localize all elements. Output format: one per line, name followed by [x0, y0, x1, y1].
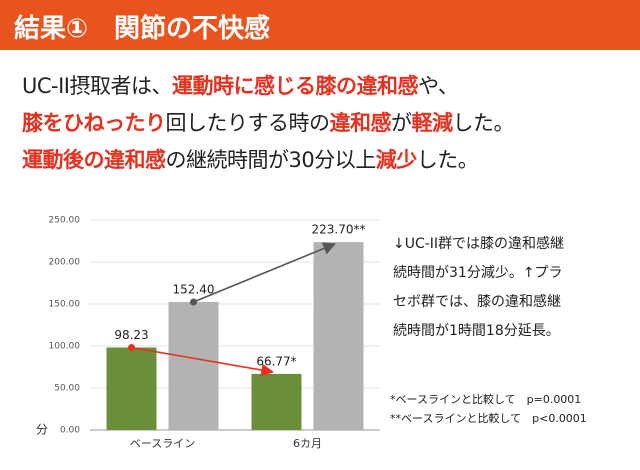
- annotation: 続時間が31分減少。↑プラ: [393, 264, 563, 281]
- summary-line: 運動後の違和感の継続時間が30分以上減少した。: [22, 142, 637, 179]
- x-tick-label: 6カ月: [293, 437, 322, 450]
- bar: [313, 242, 364, 430]
- summary-line: 膝をひねったり回したりする時の違和感が軽減した。: [22, 105, 637, 142]
- y-tick-label: 200.00: [49, 258, 81, 268]
- y-tick-label: 50.00: [54, 384, 80, 394]
- header: 結果① 関節の不快感: [0, 0, 640, 50]
- text: や、: [418, 74, 459, 98]
- highlight-text: 違和感: [329, 111, 392, 135]
- footnote: **ベースラインと比較して p<0.0001: [390, 411, 587, 425]
- highlight-text: 運動後の違和感: [22, 148, 166, 172]
- highlight-text: 減少: [375, 148, 418, 172]
- text: した。: [452, 111, 515, 135]
- value-label: 66.77*: [256, 354, 296, 368]
- y-tick-label: 0.00: [60, 426, 80, 436]
- value-label: 223.70**: [312, 223, 366, 237]
- trend-point: [128, 343, 135, 351]
- value-label: 98.23: [114, 328, 148, 342]
- bar: [251, 373, 302, 430]
- title: 結果① 関節の不快感: [14, 14, 271, 44]
- text: UC-II摂取者は、: [22, 74, 173, 98]
- annotation: セボ群では、膝の違和感継: [393, 293, 561, 310]
- trend-arrow: [193, 242, 336, 303]
- value-label: 152.40: [173, 282, 215, 296]
- trend-arrow: [131, 346, 275, 377]
- text: の継続時間が30分以上: [165, 148, 377, 172]
- text: が: [391, 111, 412, 135]
- footnote: *ベースラインと比較して p=0.0001: [390, 392, 581, 406]
- bar: [168, 301, 219, 430]
- bar: [106, 347, 157, 430]
- trend-point: [190, 298, 197, 306]
- summary: UC-II摂取者は、運動時に感じる膝の違和感や、 膝をひねったり回したりする時の違…: [22, 68, 637, 179]
- annotation: 続時間が1時間18分延長。: [393, 322, 560, 339]
- y-tick-label: 150.00: [49, 300, 81, 310]
- highlight-text: 膝をひねったり: [22, 111, 166, 135]
- text: した。: [416, 148, 479, 172]
- summary-line: UC-II摂取者は、運動時に感じる膝の違和感や、: [22, 68, 637, 105]
- text: 回したりする時の: [165, 111, 331, 135]
- y-tick-label: 250.00: [49, 216, 81, 226]
- annotation: ↓UC-II群では膝の違和感継: [393, 235, 564, 252]
- highlight-text: 運動時に感じる膝の違和感: [172, 74, 419, 98]
- y-tick-label: 100.00: [49, 342, 81, 352]
- highlight-text: 軽減: [411, 111, 454, 135]
- y-axis-label: 分: [36, 423, 48, 437]
- x-tick-label: ベースライン: [130, 437, 195, 450]
